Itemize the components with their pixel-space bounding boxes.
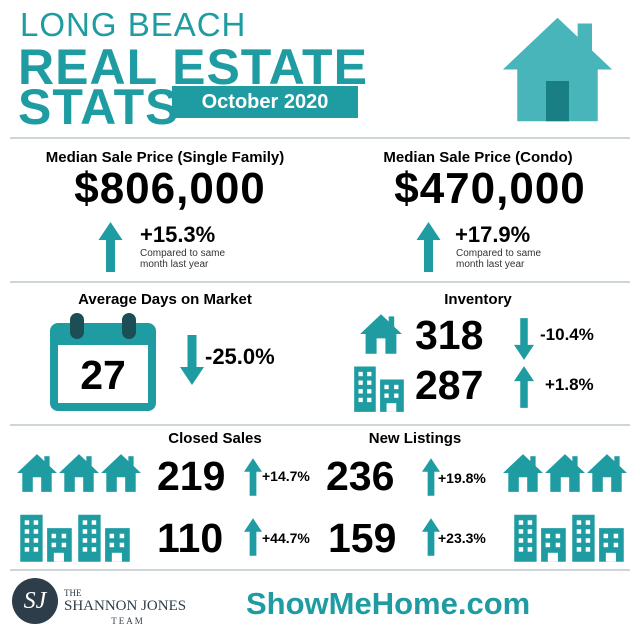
- divider: [10, 281, 630, 283]
- up-arrow: [98, 222, 123, 272]
- house-icon: [502, 17, 613, 122]
- change: +44.7%: [262, 530, 310, 546]
- up-arrow: [244, 458, 262, 496]
- building-icon: [16, 508, 76, 564]
- house-icon: [544, 452, 586, 494]
- up-arrow: [514, 366, 534, 408]
- period: October 2020: [172, 86, 358, 118]
- divider: [10, 569, 630, 571]
- value: 318: [415, 312, 484, 358]
- value: 219: [157, 453, 226, 499]
- change: +1.8%: [545, 375, 594, 394]
- value: 287: [415, 362, 484, 408]
- label: Median Sale Price (Single Family): [45, 149, 285, 166]
- value: $470,000: [394, 164, 586, 213]
- title-line2: STATS: [18, 79, 180, 135]
- value: 236: [326, 453, 395, 499]
- change: +15.3%: [140, 222, 216, 247]
- value: 110: [157, 515, 224, 561]
- building-icon: [74, 508, 134, 564]
- label: Closed Sales: [168, 430, 262, 447]
- change: -10.4%: [540, 325, 594, 344]
- note: month last year: [140, 259, 209, 270]
- divider: [10, 424, 630, 426]
- logo-name: SHANNON JONES: [64, 598, 187, 614]
- value: $806,000: [74, 164, 266, 213]
- note: Compared to same: [456, 248, 542, 259]
- logo-team: TEAM: [111, 616, 145, 626]
- up-arrow: [244, 518, 262, 556]
- house-icon: [16, 452, 58, 494]
- note: Compared to same: [140, 248, 226, 259]
- up-arrow: [416, 222, 441, 272]
- label: New Listings: [368, 430, 462, 447]
- note: month last year: [456, 259, 525, 270]
- divider: [10, 137, 630, 139]
- logo-mark: SJ: [12, 578, 58, 624]
- change: +19.8%: [438, 470, 486, 486]
- value: 159: [328, 515, 397, 561]
- calendar-icon: [50, 313, 156, 411]
- value: 27: [80, 352, 126, 398]
- house-icon: [358, 312, 404, 356]
- change: +23.3%: [438, 530, 486, 546]
- change: -25.0%: [205, 344, 275, 369]
- website[interactable]: ShowMeHome.com: [246, 586, 531, 621]
- house-icon: [586, 452, 628, 494]
- building-icon: [568, 508, 628, 564]
- down-arrow: [180, 335, 204, 385]
- change: +14.7%: [262, 468, 310, 484]
- logo-the: THE: [64, 588, 82, 598]
- label: Median Sale Price (Condo): [383, 149, 573, 166]
- house-icon: [58, 452, 100, 494]
- building-icon: [510, 508, 570, 564]
- down-arrow: [514, 318, 534, 360]
- house-icon: [502, 452, 544, 494]
- house-icon: [100, 452, 142, 494]
- change: +17.9%: [455, 222, 531, 247]
- label: Average Days on Market: [78, 291, 252, 308]
- label: Inventory: [444, 291, 512, 308]
- city: LONG BEACH: [20, 6, 247, 43]
- building-icon: [352, 360, 406, 414]
- title-line1: REAL ESTATE: [18, 39, 368, 95]
